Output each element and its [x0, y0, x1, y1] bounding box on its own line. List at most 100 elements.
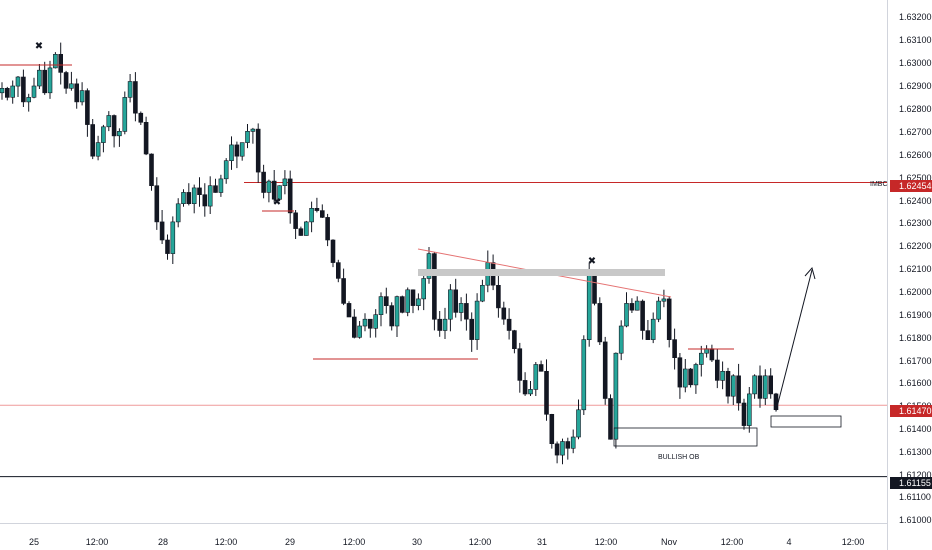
- candle-body: [122, 97, 128, 132]
- candle-body: [549, 413, 555, 444]
- candle-body: [250, 128, 256, 132]
- candle-body: [576, 409, 581, 438]
- candle-body: [181, 192, 186, 204]
- candle-body: [378, 296, 384, 316]
- candle-body: [442, 318, 448, 331]
- y-tick: 1.62200: [899, 241, 932, 251]
- candle-body: [608, 398, 613, 440]
- candle-body: [592, 273, 597, 304]
- candle-body: [293, 212, 298, 229]
- candle-body: [480, 284, 485, 302]
- x-tick: 28: [158, 537, 168, 547]
- candle-body: [496, 284, 501, 309]
- x-tick: 12:00: [343, 537, 366, 547]
- candle-body: [613, 352, 619, 440]
- candle-body: [565, 441, 571, 449]
- svg-text:1.61155: 1.61155: [899, 478, 931, 488]
- projection-arrow: [775, 269, 813, 412]
- candle-body: [661, 298, 667, 302]
- x-tick: 12:00: [595, 537, 618, 547]
- candle-body: [693, 364, 699, 386]
- candle-body: [650, 318, 656, 340]
- candle-body: [538, 364, 544, 372]
- candle-body: [95, 142, 101, 157]
- candle-body: [234, 144, 240, 157]
- candle-body: [405, 289, 411, 313]
- candle-body: [757, 375, 763, 399]
- y-tick: 1.62500: [899, 173, 932, 183]
- candle-body: [47, 67, 53, 94]
- candle-body: [170, 221, 176, 254]
- x-tick: 12:00: [215, 537, 238, 547]
- candle-body: [501, 307, 507, 320]
- candle-body: [229, 144, 234, 161]
- candle-body: [554, 443, 560, 456]
- candle-body: [202, 194, 208, 207]
- candle-body: [325, 217, 330, 241]
- candle-body: [79, 90, 85, 103]
- liquidity-zone: [418, 269, 665, 276]
- candle-body: [165, 239, 170, 254]
- y-tick: 1.62800: [899, 104, 932, 114]
- candle-body: [624, 303, 629, 327]
- candle-body: [416, 298, 421, 306]
- candle-body: [709, 348, 715, 361]
- y-tick: 1.62600: [899, 150, 932, 160]
- candle-body: [111, 115, 117, 137]
- candle-body: [309, 208, 314, 223]
- candle-body: [255, 128, 261, 173]
- candle-body: [474, 300, 480, 340]
- candle-body: [0, 88, 5, 94]
- candle-body: [31, 85, 37, 98]
- x-marker-3: ✖: [588, 256, 596, 267]
- candle-body: [346, 303, 352, 318]
- candle-body: [746, 393, 752, 426]
- candle-body: [207, 185, 213, 207]
- candle-body: [362, 318, 368, 327]
- candle-body: [357, 325, 362, 338]
- candle-body: [522, 380, 528, 395]
- y-tick: 1.61900: [899, 310, 932, 320]
- candle-body: [517, 348, 523, 381]
- candle-body: [698, 352, 704, 365]
- candle-body: [154, 185, 160, 223]
- y-tick: 1.62000: [899, 287, 932, 297]
- candle-body: [720, 370, 725, 381]
- bullish-ob-label: BULLISH OB: [658, 454, 700, 461]
- candle-body: [688, 368, 693, 386]
- candle-body: [266, 180, 272, 193]
- x-tick: 12:00: [721, 537, 744, 547]
- candle-body: [245, 131, 250, 143]
- y-tick: 1.61200: [899, 470, 932, 480]
- y-tick: 1.62100: [899, 264, 932, 274]
- candle-body: [159, 221, 165, 241]
- candle-body: [143, 122, 149, 155]
- candle-body: [666, 298, 672, 340]
- candle-body: [175, 203, 181, 223]
- candle-body: [437, 318, 443, 331]
- candle-body: [544, 370, 549, 415]
- candle-body: [133, 81, 138, 114]
- candle-body: [586, 273, 592, 340]
- x-tick: 12:00: [86, 537, 109, 547]
- y-tick: 1.61100: [899, 492, 931, 502]
- x-tick: 4: [786, 537, 791, 547]
- y-tick: 1.62300: [899, 218, 932, 228]
- y-tick: 1.61600: [899, 378, 932, 388]
- candle-body: [672, 339, 677, 359]
- candle-body: [127, 81, 133, 98]
- x-tick: Nov: [661, 537, 678, 547]
- candle-body: [426, 253, 432, 279]
- candle-body: [736, 375, 741, 404]
- x-tick: 29: [285, 537, 295, 547]
- candle-body: [373, 314, 379, 329]
- candle-body: [287, 178, 293, 214]
- y-tick: 1.61300: [899, 447, 932, 457]
- candle-body: [432, 253, 437, 320]
- candle-body: [197, 187, 202, 195]
- y-tick: 1.63100: [899, 35, 932, 45]
- x-axis: 25 12:00 28 12:00 29 12:00 30 12:00 31 1…: [29, 537, 864, 547]
- candle-body: [218, 178, 224, 193]
- candle-body: [303, 221, 309, 236]
